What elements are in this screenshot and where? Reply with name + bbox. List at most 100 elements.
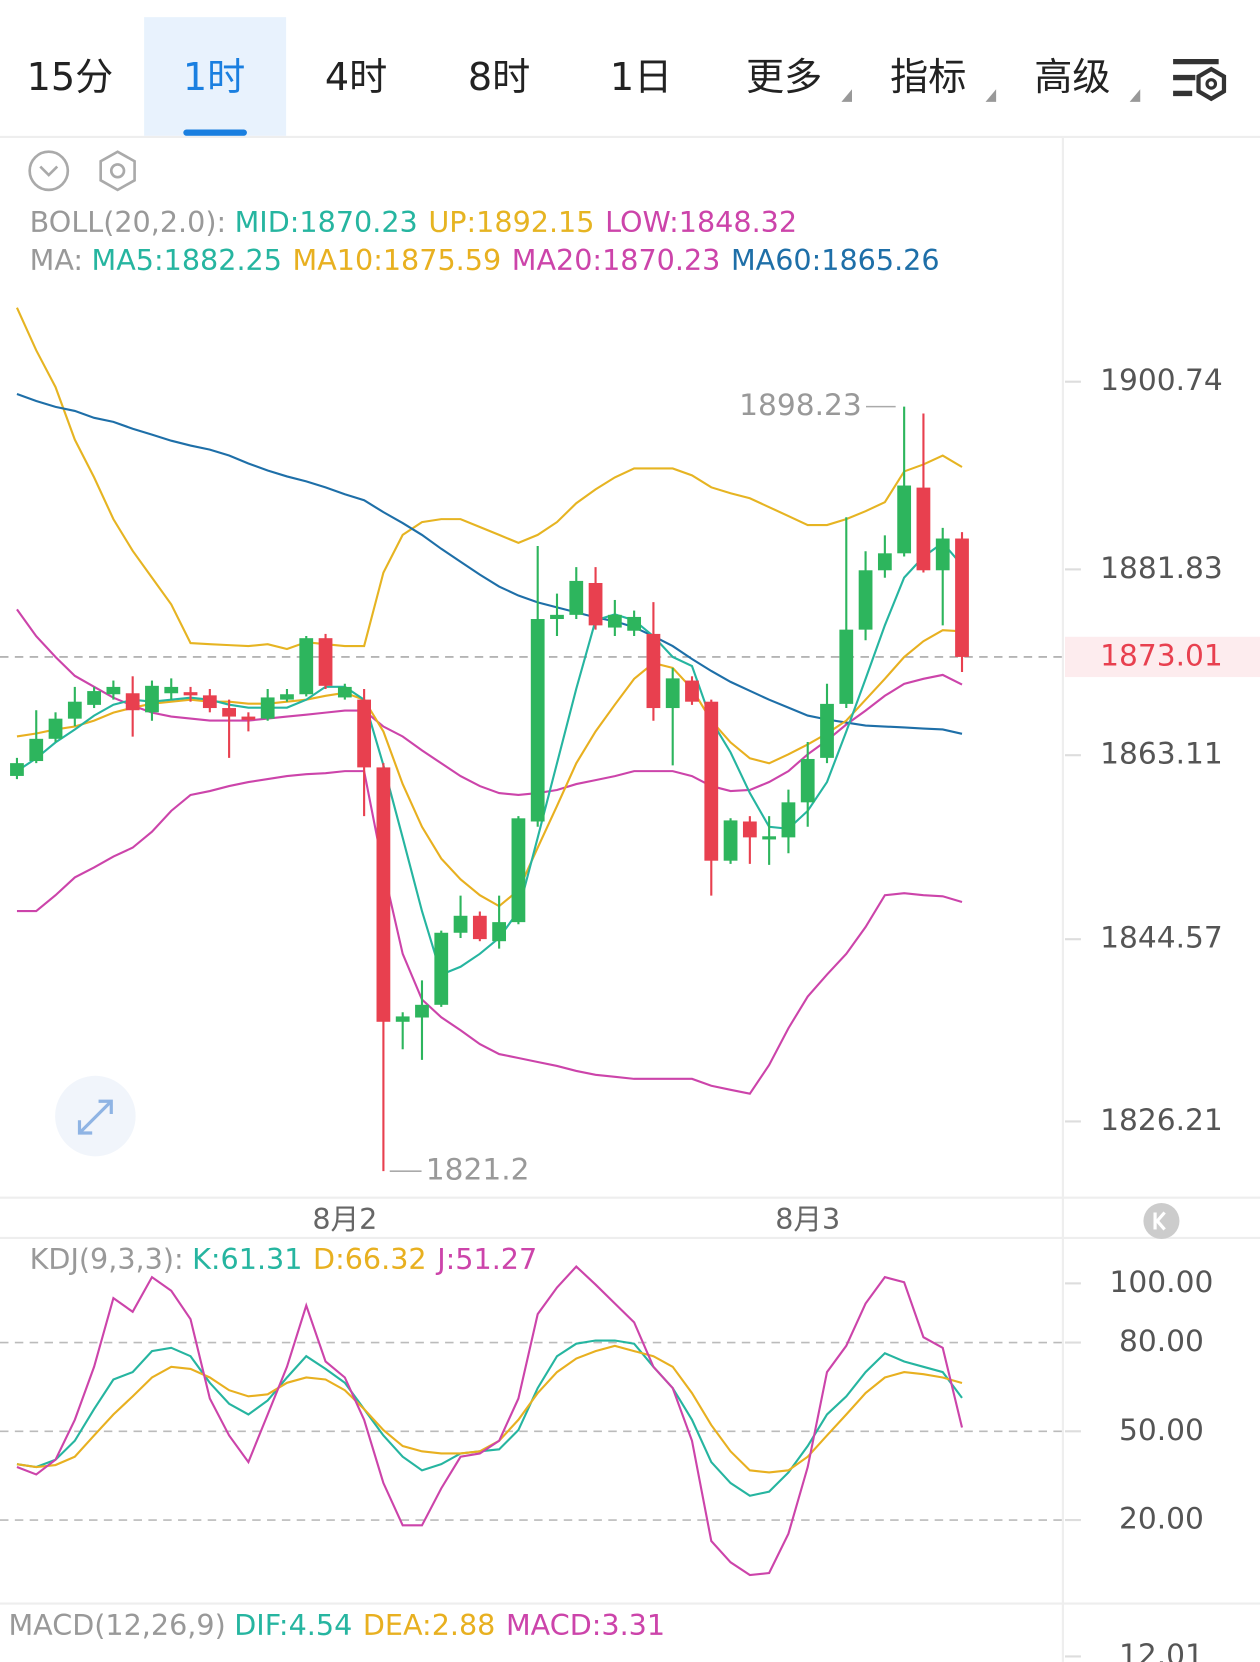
candle-body bbox=[800, 758, 815, 803]
candle-body bbox=[781, 802, 796, 838]
candle-body bbox=[839, 629, 854, 704]
x-tick-label: 8月3 bbox=[775, 1202, 840, 1236]
y-tick-label: 12.01 bbox=[1119, 1637, 1204, 1662]
indicator-line bbox=[16, 608, 963, 797]
legend-title: MACD(12,26,9) bbox=[8, 1608, 225, 1642]
candle-body bbox=[492, 922, 507, 942]
scroll-latest-button[interactable] bbox=[1143, 1202, 1180, 1239]
y-tick-label: 20.00 bbox=[1119, 1501, 1204, 1536]
expand-button[interactable] bbox=[55, 1075, 136, 1157]
candle-body bbox=[897, 485, 912, 554]
candle-body bbox=[627, 616, 642, 631]
candle-body bbox=[511, 818, 526, 923]
indicator-line bbox=[15, 307, 963, 651]
candle-body bbox=[550, 614, 564, 620]
toolbar: 15分 1时 4时 8时 1日 更多 指标 高级 bbox=[27, 17, 1227, 136]
kdj-line bbox=[16, 1265, 964, 1577]
tab[interactable]: 8时 bbox=[468, 55, 530, 99]
legend-item: MA10:1875.59 bbox=[293, 243, 502, 277]
y-tick-label: 100.00 bbox=[1110, 1264, 1214, 1299]
low-label: 1821.2 bbox=[426, 1152, 530, 1187]
legend-item: MA5:1882.25 bbox=[92, 243, 282, 277]
indicator-line bbox=[16, 541, 963, 977]
candle-body bbox=[530, 619, 545, 822]
candle-body bbox=[858, 570, 873, 630]
candle-body bbox=[665, 678, 680, 709]
menu-caret bbox=[1129, 89, 1141, 102]
kdj-line bbox=[16, 1339, 963, 1497]
y-tick-label: 1863.11 bbox=[1100, 736, 1223, 771]
candle-body bbox=[106, 686, 121, 695]
candle-body bbox=[280, 694, 294, 700]
candle-body bbox=[395, 1016, 410, 1022]
legend: KDJ(9,3,3): K:61.31 D:66.32 J:51.27 bbox=[30, 1242, 538, 1276]
high-label: 1898.23 bbox=[739, 387, 862, 422]
indicator-line bbox=[16, 770, 963, 1095]
candle-body bbox=[222, 708, 236, 717]
price-label: 1873.01 bbox=[1100, 637, 1223, 672]
candle-body bbox=[48, 718, 63, 739]
candle-body bbox=[125, 693, 140, 711]
tab[interactable]: 4时 bbox=[325, 55, 387, 99]
candle-body bbox=[29, 738, 44, 762]
y-tick-label: 1844.57 bbox=[1100, 920, 1223, 955]
candle-body bbox=[357, 699, 372, 768]
legend-title: MA: bbox=[30, 243, 83, 277]
legend-item: UP:1892.15 bbox=[428, 205, 594, 239]
legend: MA: MA5:1882.25 MA10:1875.59 MA20:1870.23 MA… bbox=[30, 243, 940, 277]
tab[interactable]: 1时 bbox=[183, 55, 245, 99]
candle-body bbox=[877, 553, 892, 571]
y-tick-label: 1900.74 bbox=[1100, 362, 1223, 397]
tab[interactable]: 指标 bbox=[890, 55, 966, 99]
candle-body bbox=[202, 695, 217, 709]
tab[interactable]: 15分 bbox=[27, 55, 114, 99]
legend-item: MA60:1865.26 bbox=[731, 243, 940, 277]
active-tab-underline bbox=[183, 129, 247, 136]
legend-item: D:66.32 bbox=[313, 1242, 427, 1276]
indicator-line bbox=[16, 392, 963, 735]
candle-body bbox=[299, 638, 314, 695]
candle-body bbox=[241, 716, 256, 720]
settings-icon[interactable] bbox=[1173, 58, 1227, 102]
legend: BOLL(20,2.0): MID:1870.23 UP:1892.15 LOW:18… bbox=[30, 205, 797, 239]
candle-body bbox=[376, 767, 391, 1022]
candle-body bbox=[646, 633, 661, 709]
legend-item: DIF:4.54 bbox=[234, 1608, 352, 1642]
candle-body bbox=[472, 915, 487, 940]
candle-body bbox=[916, 487, 931, 571]
candle-body bbox=[607, 614, 622, 628]
candle-body bbox=[955, 538, 969, 657]
price-label-bg bbox=[1065, 636, 1260, 678]
candle-body bbox=[415, 1004, 429, 1018]
y-tick-label: 80.00 bbox=[1119, 1323, 1204, 1358]
y-tick-label: 1826.21 bbox=[1100, 1102, 1223, 1137]
indicator-line bbox=[16, 629, 963, 908]
candle-body bbox=[453, 915, 468, 933]
tab[interactable]: 更多 bbox=[746, 55, 822, 99]
menu-caret bbox=[985, 89, 997, 102]
tab[interactable]: 1日 bbox=[610, 55, 672, 99]
candle-body bbox=[337, 686, 352, 698]
candle-body bbox=[569, 580, 584, 615]
legend-item: LOW:1848.32 bbox=[605, 205, 797, 239]
tab[interactable]: 高级 bbox=[1034, 55, 1110, 99]
menu-caret bbox=[841, 89, 853, 102]
settings-hex-icon[interactable] bbox=[99, 150, 136, 192]
candle-body bbox=[10, 763, 24, 776]
legend: MACD(12,26,9) DIF:4.54 DEA:2.88 MACD:3.31 bbox=[8, 1608, 665, 1642]
candle-body bbox=[935, 538, 950, 571]
candle-body bbox=[87, 691, 101, 705]
candle-body bbox=[260, 697, 275, 719]
candle-body bbox=[820, 703, 834, 758]
legend-title: KDJ(9,3,3): bbox=[30, 1242, 184, 1276]
collapse-icon[interactable] bbox=[28, 150, 70, 192]
candle-body bbox=[67, 701, 82, 719]
candle-body bbox=[742, 821, 757, 838]
y-tick-label: 1881.83 bbox=[1100, 550, 1223, 585]
legend-item: MACD:3.31 bbox=[506, 1608, 665, 1642]
candle-body bbox=[164, 686, 179, 694]
candle-body bbox=[434, 932, 449, 1005]
